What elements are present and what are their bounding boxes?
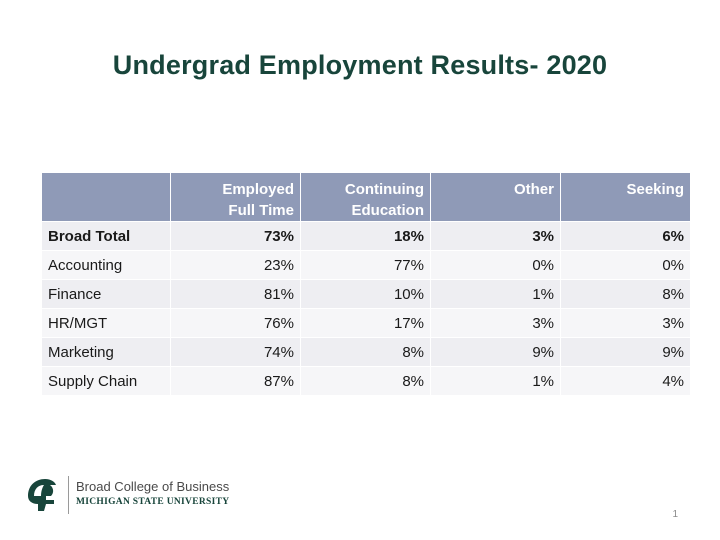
table-cell: 3% (431, 221, 561, 250)
table-cell: 81% (171, 279, 301, 308)
table-cell: 76% (171, 308, 301, 337)
table-cell: 87% (171, 366, 301, 395)
table-cell: 9% (561, 337, 690, 366)
college-logo: Broad College of Business MICHIGAN STATE… (24, 476, 254, 516)
table-cell: 17% (301, 308, 431, 337)
table-cell: 77% (301, 250, 431, 279)
table-row: HR/MGT 76% 17% 3% 3% (42, 308, 690, 337)
table-header-cell: Employed Full Time (171, 173, 301, 221)
table-cell: Finance (42, 279, 171, 308)
table-row: Finance 81% 10% 1% 8% (42, 279, 690, 308)
table-cell: Supply Chain (42, 366, 171, 395)
table-cell: 4% (561, 366, 690, 395)
table-cell: 23% (171, 250, 301, 279)
table-cell: 9% (431, 337, 561, 366)
table-cell: 74% (171, 337, 301, 366)
table-cell: 73% (171, 221, 301, 250)
table-cell: 0% (561, 250, 690, 279)
table-cell: 1% (431, 279, 561, 308)
table-cell: 3% (561, 308, 690, 337)
table-cell: 8% (301, 337, 431, 366)
table-row: Accounting 23% 77% 0% 0% (42, 250, 690, 279)
table-header-row: Employed Full Time Continuing Education … (42, 173, 690, 221)
table-cell: 0% (431, 250, 561, 279)
table-row: Marketing 74% 8% 9% 9% (42, 337, 690, 366)
table-cell: Accounting (42, 250, 171, 279)
table-header-cell: Seeking (561, 173, 690, 221)
table-cell: 8% (561, 279, 690, 308)
table-cell: Marketing (42, 337, 171, 366)
page-number: 1 (672, 509, 678, 520)
table-cell: 10% (301, 279, 431, 308)
college-name: Broad College of Business (76, 479, 230, 494)
table-cell: 6% (561, 221, 690, 250)
table-header-cell (42, 173, 171, 221)
employment-results-table: Employed Full Time Continuing Education … (42, 173, 690, 395)
university-name: MICHIGAN STATE UNIVERSITY (76, 497, 230, 507)
table-cell: 8% (301, 366, 431, 395)
table-header-cell: Continuing Education (301, 173, 431, 221)
table-cell: HR/MGT (42, 308, 171, 337)
spartan-helmet-icon (28, 479, 56, 511)
table-cell: 1% (431, 366, 561, 395)
table-row: Broad Total 73% 18% 3% 6% (42, 221, 690, 250)
slide-title: Undergrad Employment Results- 2020 (112, 50, 608, 80)
table-cell: Broad Total (42, 221, 171, 250)
table-cell: 3% (431, 308, 561, 337)
table-header-cell: Other (431, 173, 561, 221)
logo-divider (68, 476, 69, 514)
table-row: Supply Chain 87% 8% 1% 4% (42, 366, 690, 395)
table-cell: 18% (301, 221, 431, 250)
